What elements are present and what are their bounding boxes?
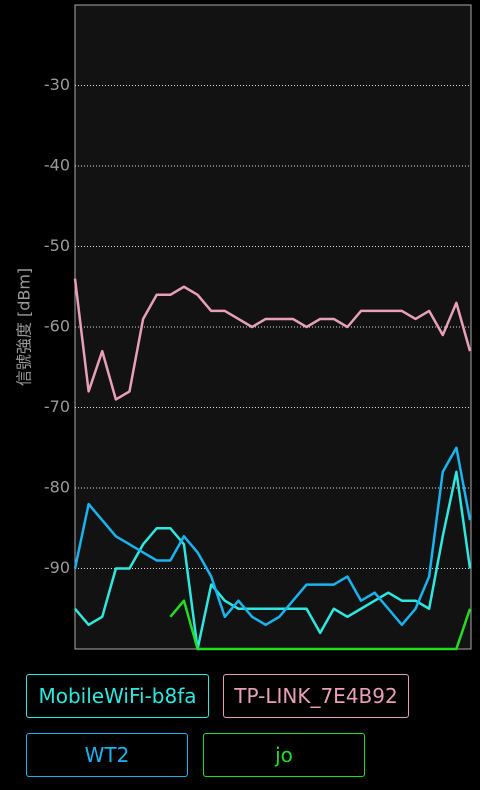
y-tick-label: -90 [44, 558, 70, 577]
series-line [169, 599, 472, 651]
y-tick-label: -50 [44, 236, 70, 255]
legend-button[interactable]: TP-LINK_7E4B92 [223, 674, 409, 718]
legend-button[interactable]: MobileWiFi-b8fa [26, 674, 209, 718]
legend-button[interactable]: WT2 [26, 733, 188, 777]
series-line [73, 278, 472, 401]
chart: 信號強度 [dBm] -30 -40 -50 -60 -70 -80 -90 [14, 4, 472, 651]
series-line [74, 470, 472, 651]
y-tick-label: -30 [44, 75, 70, 94]
series-line [73, 446, 472, 627]
y-tick-label: -60 [44, 317, 70, 336]
y-tick-label: -70 [44, 397, 70, 416]
legend-button[interactable]: jo [203, 733, 365, 777]
y-axis-label: 信號強度 [dBm] [15, 268, 34, 386]
y-tick-label: -80 [44, 478, 70, 497]
y-tick-label: -40 [44, 156, 70, 175]
